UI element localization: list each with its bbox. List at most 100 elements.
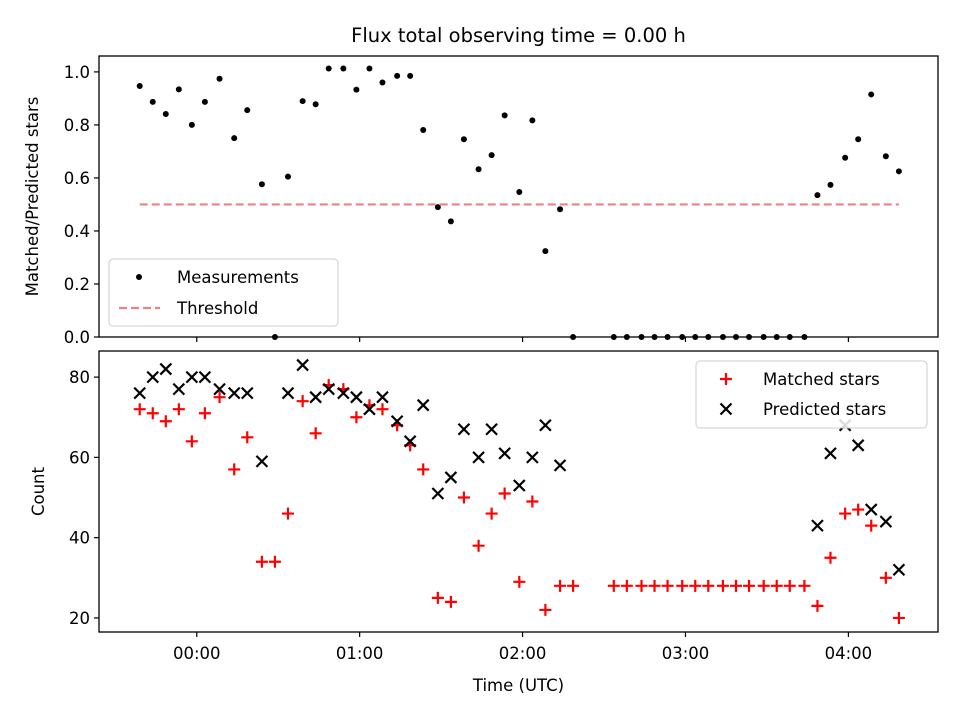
predicted-star-point bbox=[431, 487, 445, 500]
measurement-point bbox=[407, 72, 414, 79]
measurement-point bbox=[855, 136, 862, 143]
measurement-point bbox=[366, 65, 373, 72]
measurement-point bbox=[353, 86, 360, 93]
predicted-star-point bbox=[198, 370, 212, 384]
measurement-point bbox=[895, 168, 902, 175]
matched-star-point bbox=[852, 503, 865, 516]
axes-frame-1 bbox=[98, 55, 939, 338]
predicted-star-point bbox=[892, 563, 906, 577]
x-tick-label: 00:00 bbox=[173, 644, 221, 663]
matched-star-point bbox=[526, 495, 539, 508]
predicted-star-point bbox=[146, 370, 160, 384]
axes-frame-2 bbox=[98, 350, 939, 633]
matched-star-point bbox=[716, 579, 729, 592]
matched-star-point bbox=[498, 487, 511, 500]
predicted-star-point bbox=[309, 390, 322, 404]
matched-star-point bbox=[839, 507, 852, 520]
matched-star-point bbox=[676, 579, 689, 592]
x-tick-label: 04:00 bbox=[825, 644, 873, 663]
measurement-point bbox=[244, 107, 251, 114]
matched-star-point bbox=[255, 555, 268, 568]
measurement-point bbox=[557, 206, 564, 213]
measurement-point bbox=[136, 82, 143, 89]
matched-star-point bbox=[824, 551, 837, 564]
measurement-point bbox=[299, 98, 306, 105]
predicted-star-point bbox=[296, 358, 309, 372]
measurement-point bbox=[379, 79, 386, 86]
predicted-star-point bbox=[879, 515, 893, 528]
predicted-star-point bbox=[811, 519, 824, 532]
matched-star-point bbox=[241, 431, 254, 444]
predicted-star-point bbox=[485, 423, 498, 436]
matched-star-point bbox=[567, 579, 580, 592]
y-tick-label: 0.0 bbox=[64, 328, 90, 347]
matched-star-point bbox=[620, 579, 633, 592]
matched-star-point bbox=[607, 579, 620, 592]
predicted-star-point bbox=[553, 459, 567, 472]
measurement-point bbox=[529, 117, 536, 124]
predicted-star-point bbox=[824, 447, 837, 460]
matched-star-point bbox=[865, 519, 878, 532]
x-tick-label: 01:00 bbox=[336, 644, 384, 663]
measurement-point bbox=[516, 188, 523, 195]
measurement-point bbox=[216, 75, 223, 82]
measurement-point bbox=[882, 153, 889, 160]
matched-star-point bbox=[485, 507, 498, 520]
matched-star-point bbox=[635, 579, 648, 592]
predicted-star-point bbox=[390, 414, 404, 428]
measurement-point bbox=[149, 98, 156, 105]
measurement-point bbox=[460, 136, 467, 143]
measurement-point bbox=[447, 218, 454, 225]
predicted-star-point bbox=[213, 382, 226, 396]
matched-star-point bbox=[281, 507, 294, 520]
measurement-point bbox=[868, 91, 875, 98]
predicted-star-point bbox=[133, 386, 147, 400]
predicted-star-point bbox=[337, 386, 350, 400]
predicted-star-point bbox=[240, 386, 254, 400]
matched-star-point bbox=[198, 407, 211, 420]
y-axis-label: Count bbox=[29, 466, 48, 516]
matched-star-point bbox=[146, 407, 159, 420]
y-tick-label: 60 bbox=[69, 448, 90, 467]
measurement-point bbox=[814, 192, 821, 199]
legend-label-matched: Matched stars bbox=[763, 370, 880, 389]
y-tick-label: 0.8 bbox=[64, 116, 90, 135]
measurement-point bbox=[312, 101, 319, 108]
matched-star-point bbox=[185, 435, 198, 448]
predicted-star-point bbox=[444, 471, 458, 484]
matched-star-point bbox=[757, 579, 770, 592]
measurement-point bbox=[258, 181, 265, 188]
measurement-point bbox=[340, 65, 347, 72]
measurement-point bbox=[284, 173, 291, 180]
matched-star-point bbox=[457, 491, 470, 504]
measurement-point bbox=[827, 181, 834, 188]
y-tick-label: 0.4 bbox=[64, 222, 90, 241]
predicted-star-point bbox=[403, 435, 417, 448]
matched-star-point bbox=[431, 591, 444, 604]
measurement-point bbox=[188, 121, 195, 128]
matched-star-point bbox=[213, 391, 226, 404]
matched-star-point bbox=[539, 603, 552, 616]
chart-title: Flux total observing time = 0.00 h bbox=[351, 24, 686, 47]
measurement-point bbox=[475, 166, 482, 173]
matched-star-point bbox=[309, 427, 322, 440]
matched-star-point bbox=[798, 579, 811, 592]
legend-marker-matched bbox=[720, 373, 732, 385]
matched-star-point bbox=[172, 403, 185, 416]
matched-star-point bbox=[689, 579, 702, 592]
y-tick-label: 80 bbox=[69, 368, 90, 387]
x-tick-label: 03:00 bbox=[662, 644, 710, 663]
predicted-star-point bbox=[851, 439, 865, 452]
predicted-star-point bbox=[227, 386, 241, 400]
matched-star-point bbox=[159, 415, 172, 428]
predicted-star-point bbox=[255, 455, 269, 468]
matched-star-point bbox=[350, 411, 363, 424]
measurement-point bbox=[231, 135, 238, 142]
matched-star-point bbox=[743, 579, 756, 592]
measurement-point bbox=[434, 204, 441, 211]
matched-star-point bbox=[376, 403, 389, 416]
matched-star-point bbox=[133, 403, 146, 416]
matched-star-point bbox=[729, 579, 742, 592]
y-tick-label: 0.2 bbox=[64, 275, 90, 294]
measurement-point bbox=[175, 86, 182, 93]
